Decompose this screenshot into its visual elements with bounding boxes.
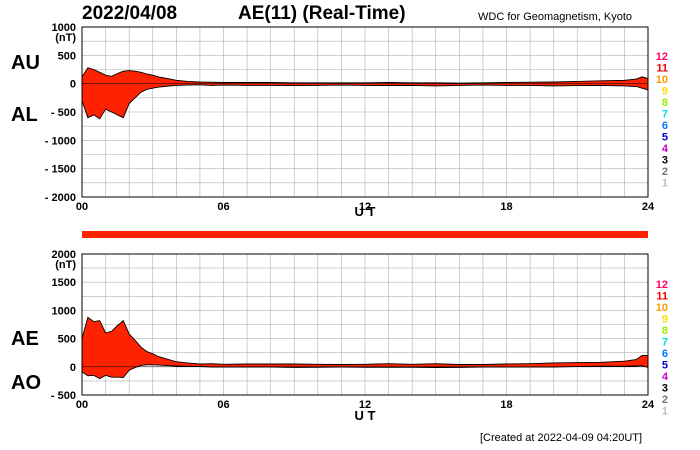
- station-count-9: 9: [662, 314, 668, 326]
- y-tick-label: - 1500: [45, 164, 76, 176]
- station-count-6: 6: [662, 120, 668, 132]
- x-tick-label: 06: [217, 201, 229, 213]
- x-axis-label: U T: [355, 204, 376, 219]
- ae-ao-band: [82, 317, 648, 379]
- x-tick-label: 12: [359, 399, 371, 411]
- ae-series-line: [81, 316, 648, 365]
- station-count-8: 8: [662, 325, 668, 337]
- x-tick-label: 00: [76, 399, 88, 411]
- ae-label: AE: [11, 328, 39, 350]
- station-count-8: 8: [662, 97, 668, 109]
- station-count-2: 2: [662, 394, 668, 406]
- station-count-1: 1: [662, 406, 668, 418]
- x-tick-label: 00: [76, 201, 88, 213]
- y-unit-label: (nT): [55, 32, 76, 44]
- station-count-11: 11: [656, 63, 668, 75]
- x-tick-label: 12: [359, 201, 371, 213]
- x-tick-label: 24: [642, 201, 655, 213]
- station-count-9: 9: [662, 86, 668, 98]
- x-tick-label: 18: [500, 201, 512, 213]
- station-count-3: 3: [662, 383, 668, 395]
- x-tick-label: 24: [642, 399, 655, 411]
- y-tick-label: - 500: [51, 390, 76, 402]
- y-tick-label: - 1000: [45, 135, 76, 147]
- ae-ao-frame: [81, 253, 649, 396]
- x-tick-label: 06: [217, 399, 229, 411]
- station-count-10: 10: [656, 302, 668, 314]
- y-tick-label: 1000: [52, 22, 76, 34]
- y-tick-label: 1500: [52, 277, 76, 289]
- station-count-4: 4: [662, 143, 669, 155]
- chart-date: 2022/04/08: [82, 3, 178, 24]
- au-label: AU: [11, 52, 40, 74]
- y-tick-label: - 2000: [45, 192, 76, 204]
- station-status-bar: [82, 231, 648, 238]
- station-count-10: 10: [656, 74, 668, 86]
- y-tick-label: 500: [58, 334, 76, 346]
- station-count-1: 1: [662, 178, 668, 190]
- y-unit-label: (nT): [55, 259, 76, 271]
- al-series-line: [81, 84, 649, 120]
- au-al-frame: [81, 26, 649, 198]
- station-count-3: 3: [662, 155, 668, 167]
- y-tick-label: 0: [70, 362, 76, 374]
- au-al-band: [82, 67, 648, 119]
- station-count-5: 5: [662, 360, 668, 372]
- ao-label: AO: [11, 372, 41, 394]
- station-count-2: 2: [662, 166, 668, 178]
- y-tick-label: - 500: [51, 107, 76, 119]
- station-count-5: 5: [662, 132, 668, 144]
- station-count-12: 12: [656, 51, 668, 63]
- station-count-6: 6: [662, 348, 668, 360]
- data-source: WDC for Geomagnetism, Kyoto: [478, 11, 633, 23]
- x-tick-label: 18: [500, 399, 512, 411]
- au-series-line: [81, 67, 649, 84]
- y-tick-label: 500: [58, 50, 76, 62]
- station-count-4: 4: [662, 371, 669, 383]
- al-label: AL: [11, 104, 38, 126]
- chart-title: AE(11) (Real-Time): [238, 3, 406, 24]
- y-tick-label: 1000: [52, 305, 76, 317]
- station-count-11: 11: [656, 291, 668, 303]
- station-count-7: 7: [662, 337, 668, 349]
- x-axis-label: U T: [355, 408, 376, 423]
- created-timestamp: [Created at 2022-04-09 04:20UT]: [480, 432, 643, 444]
- station-count-7: 7: [662, 109, 668, 121]
- station-count-12: 12: [656, 279, 668, 291]
- y-tick-label: 0: [70, 79, 76, 91]
- y-tick-label: 2000: [52, 249, 76, 261]
